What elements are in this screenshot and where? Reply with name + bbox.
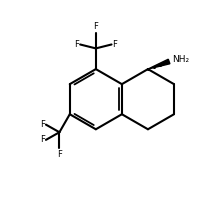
Polygon shape <box>148 59 170 69</box>
Text: F: F <box>40 135 45 144</box>
Text: F: F <box>40 120 45 129</box>
Text: F: F <box>57 150 62 159</box>
Text: F: F <box>94 22 98 31</box>
Text: F: F <box>113 40 117 49</box>
Text: F: F <box>74 40 79 49</box>
Text: NH₂: NH₂ <box>172 55 189 64</box>
